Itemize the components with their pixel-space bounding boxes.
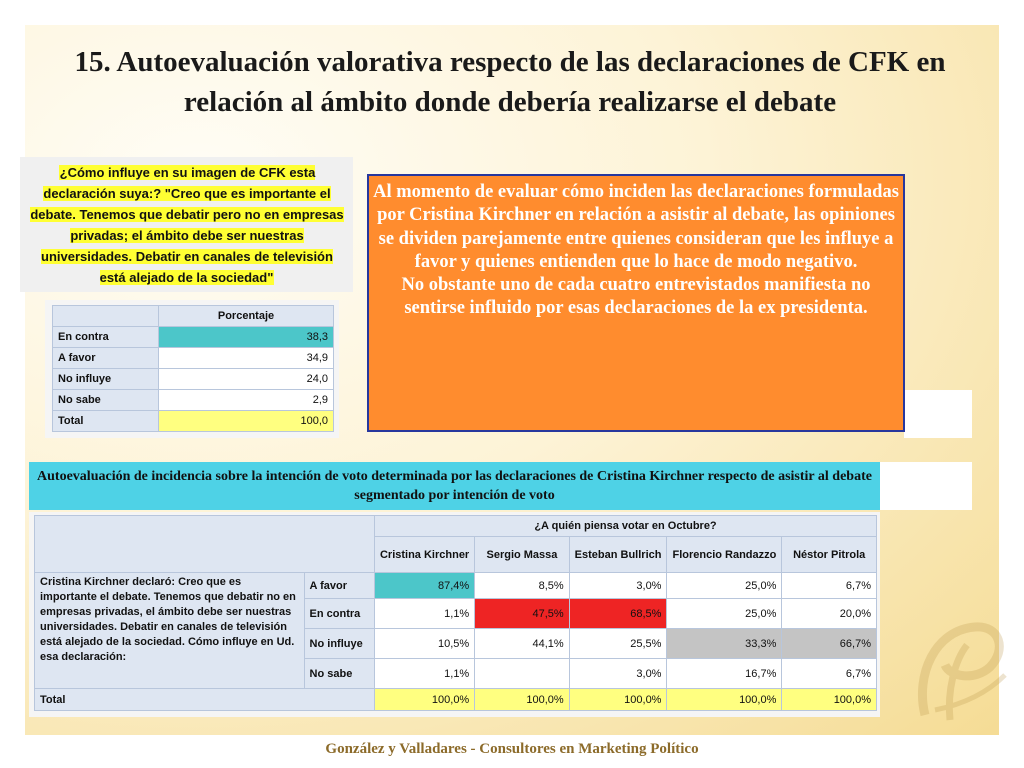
header-empty-cell	[34, 515, 375, 573]
value-cell: 34,9	[158, 347, 334, 369]
crosstab-panel: ¿A quién piensa votar en Octubre? Cristi…	[29, 512, 880, 717]
column-header: Cristina Kirchner	[373, 536, 476, 573]
value-cell: 3,0%	[568, 658, 668, 689]
value-cell: 25,0%	[666, 598, 783, 629]
value-cell: 47,5%	[474, 598, 570, 629]
value-cell: 100,0%	[781, 688, 877, 711]
value-cell: 100,0	[158, 410, 334, 432]
value-cell: 100,0%	[373, 688, 476, 711]
white-strip	[904, 390, 972, 438]
row-label: A favor	[52, 347, 159, 369]
value-cell: 16,7%	[666, 658, 783, 689]
column-header: Sergio Massa	[474, 536, 570, 573]
value-cell: 38,3	[158, 326, 334, 348]
table-row: En contra 38,3	[52, 326, 334, 348]
group-header-row: ¿A quién piensa votar en Octubre?	[34, 515, 878, 573]
table-row: No sabe 2,9	[52, 389, 334, 411]
value-cell: 68,5%	[568, 598, 668, 629]
analysis-text: Al momento de evaluar cómo inciden las d…	[373, 182, 899, 319]
column-header: Florencio Randazzo	[666, 536, 783, 573]
table-row: No sabe 1,1% 3,0% 16,7% 6,7%	[35, 658, 877, 689]
table-row: En contra 1,1% 47,5% 68,5% 25,0% 20,0%	[35, 598, 877, 629]
slide-title: 15. Autoevaluación valorativa respecto d…	[74, 46, 946, 118]
row-label: No sabe	[303, 658, 375, 689]
value-cell: 100,0%	[666, 688, 783, 711]
crosstab-title-box	[29, 462, 880, 510]
value-cell: 2,9	[158, 389, 334, 411]
table-row: No influye 24,0	[52, 368, 334, 390]
analysis-box	[367, 174, 905, 432]
question-highlight: ¿Cómo influye en su imagen de CFK esta d…	[30, 165, 344, 285]
header-empty-cell	[52, 305, 159, 327]
value-cell	[474, 658, 570, 689]
table-row: A favor 34,9	[52, 347, 334, 369]
row-label: En contra	[303, 598, 375, 629]
value-cell: 44,1%	[474, 628, 570, 659]
row-label: No influye	[303, 628, 375, 659]
row-label: Total	[52, 410, 159, 432]
value-cell: 24,0	[158, 368, 334, 390]
value-cell: 8,5%	[474, 572, 570, 599]
row-label: No influye	[52, 368, 159, 390]
row-group-label: Cristina Kirchner declaró: Creo que es i…	[34, 572, 305, 689]
table-row: Cristina Kirchner declaró: Creo que es i…	[34, 572, 877, 689]
value-cell: 1,1%	[373, 598, 476, 629]
value-cell: 1,1%	[373, 658, 476, 689]
row-label: A favor	[303, 572, 375, 599]
row-label: No sabe	[52, 389, 159, 411]
row-label: Total	[34, 688, 375, 711]
table-total-row: Total 100,0	[52, 410, 334, 432]
value-cell: 25,0%	[666, 572, 783, 599]
group-header: ¿A quién piensa votar en Octubre?	[373, 515, 878, 537]
crosstab-table: ¿A quién piensa votar en Octubre? Cristi…	[34, 515, 878, 711]
table-total-row: Total 100,0% 100,0% 100,0% 100,0% 100,0%	[34, 688, 877, 711]
value-cell: 33,3%	[666, 628, 783, 659]
value-cell: 20,0%	[781, 598, 877, 629]
value-cell: 6,7%	[781, 658, 877, 689]
table-header-row: Porcentaje	[52, 305, 334, 327]
summary-table-panel: Porcentaje En contra 38,3 A favor 34,9 N…	[45, 300, 339, 438]
value-cell: 87,4%	[373, 572, 476, 599]
gv-logo-watermark	[917, 622, 1007, 721]
summary-table: Porcentaje En contra 38,3 A favor 34,9 N…	[52, 305, 334, 432]
table-row: No influye 10,5% 44,1% 25,5% 33,3% 66,7%	[35, 628, 877, 659]
footer-text: González y Valladares - Consultores en M…	[325, 741, 699, 757]
crosstab-title: Autoevaluación de incidencia sobre la in…	[37, 469, 872, 503]
column-header: Néstor Pitrola	[781, 536, 877, 573]
value-cell: 6,7%	[781, 572, 877, 599]
value-cell: 100,0%	[474, 688, 570, 711]
white-strip	[880, 462, 972, 510]
question-text: ¿Cómo influye en su imagen de CFK esta d…	[28, 162, 346, 288]
column-header-row: Cristina Kirchner Sergio Massa Esteban B…	[35, 536, 877, 573]
value-cell: 100,0%	[568, 688, 668, 711]
value-cell: 66,7%	[781, 628, 877, 659]
row-label: En contra	[52, 326, 159, 348]
column-header: Esteban Bullrich	[568, 536, 668, 573]
value-cell: 10,5%	[373, 628, 476, 659]
column-header: Porcentaje	[158, 305, 334, 327]
value-cell: 3,0%	[568, 572, 668, 599]
value-cell: 25,5%	[568, 628, 668, 659]
